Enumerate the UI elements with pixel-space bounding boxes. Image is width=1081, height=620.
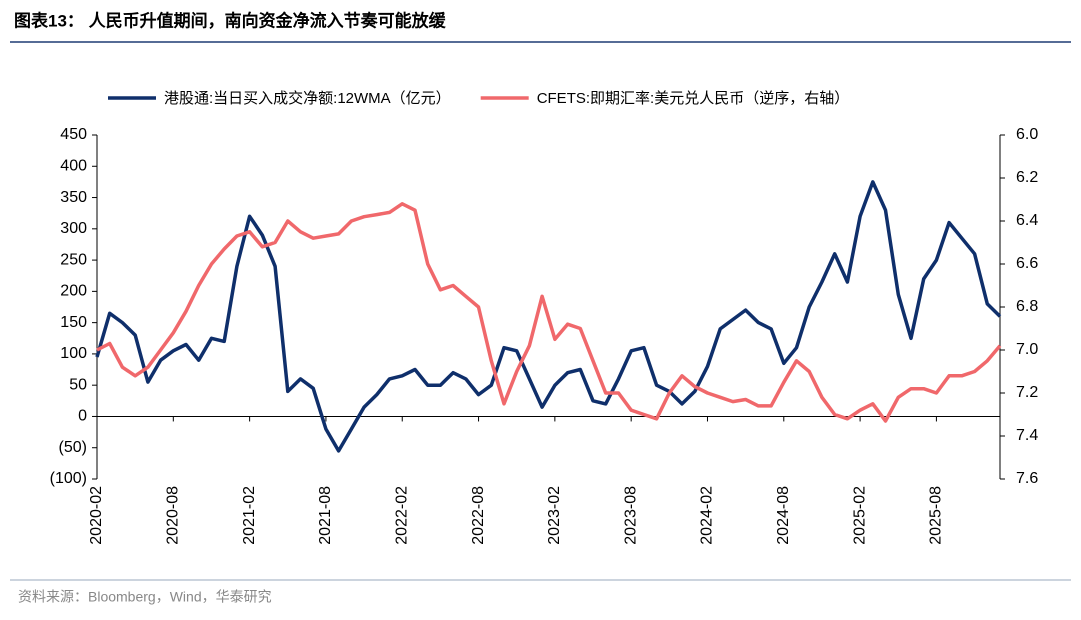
x-tick-label: 2023-02	[546, 486, 563, 545]
y-tick-label: (100)	[50, 470, 87, 487]
series-line	[95, 180, 1002, 453]
x-tick-label: 2021-08	[317, 486, 334, 545]
y2-tick-label: 7.2	[1016, 384, 1038, 401]
y2-tick-label: 6.0	[1016, 126, 1038, 143]
series-line	[96, 202, 1002, 423]
y2-tick-label: 7.4	[1016, 427, 1038, 444]
x-tick-label: 2025-08	[928, 486, 945, 545]
x-tick-label: 2020-08	[165, 486, 182, 545]
x-tick-label: 2025-02	[851, 486, 868, 545]
x-tick-label: 2023-08	[622, 486, 639, 545]
x-tick-label: 2022-02	[393, 486, 410, 545]
y-tick-label: 300	[60, 220, 87, 237]
y-tick-label: 350	[60, 189, 87, 206]
y2-tick-label: 6.6	[1016, 255, 1038, 272]
legend-label: 港股通:当日买入成交净额:12WMA（亿元）	[164, 89, 451, 107]
y2-tick-label: 6.2	[1016, 169, 1038, 186]
y-tick-label: (50)	[59, 439, 87, 456]
x-tick-label: 2020-02	[88, 486, 105, 545]
y2-tick-label: 6.8	[1016, 298, 1038, 315]
y-tick-label: 200	[60, 283, 87, 300]
source: 资料来源：Bloomberg，Wind，华泰研究	[18, 589, 272, 605]
x-tick-label: 2021-02	[241, 486, 258, 545]
y-tick-label: 450	[60, 126, 87, 143]
x-tick-label: 2022-08	[470, 486, 487, 545]
y-tick-label: 50	[69, 376, 87, 393]
y-tick-label: 250	[60, 251, 87, 268]
x-tick-label: 2024-08	[775, 486, 792, 545]
y-tick-label: 0	[78, 408, 87, 425]
y2-tick-label: 7.0	[1016, 341, 1038, 358]
y-tick-label: 100	[60, 345, 87, 362]
y-tick-label: 400	[60, 157, 87, 174]
y-tick-label: 150	[60, 314, 87, 331]
legend-label: CFETS:即期汇率:美元兑人民币（逆序，右轴）	[537, 90, 850, 107]
y2-tick-label: 7.6	[1016, 470, 1038, 487]
x-tick-label: 2024-02	[699, 486, 716, 545]
chart-title: 图表13： 人民币升值期间，南向资金净流入节奏可能放缓	[14, 10, 447, 30]
y2-tick-label: 6.4	[1016, 212, 1038, 229]
